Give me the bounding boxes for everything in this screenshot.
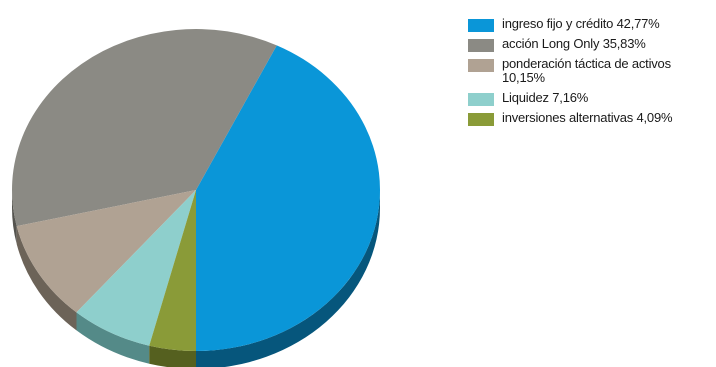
legend-value-fixed-income: 42,77% [616, 16, 660, 31]
legend-label-tactical: ponderación táctica de activos 10,15% [502, 57, 714, 85]
pie-side-tactical [16, 226, 77, 331]
legend-item-liquidity: Liquidez 7,16% [468, 91, 714, 106]
legend-item-fixed-income: ingreso fijo y crédito 42,77% [468, 17, 714, 32]
legend-item-tactical: ponderación táctica de activos 10,15% [468, 57, 714, 85]
legend-value-liquidity: 7,16% [552, 90, 589, 105]
legend-swatch-alternatives [468, 113, 494, 126]
legend-name-alternatives: inversiones alternativas [502, 110, 634, 125]
legend-name-long-only: acción Long Only [502, 36, 600, 51]
pie-slice-long-only [12, 29, 277, 227]
legend: ingreso fijo y crédito 42,77% acción Lon… [468, 17, 714, 131]
legend-name-tactical: ponderación táctica de activos [502, 56, 671, 71]
legend-swatch-liquidity [468, 93, 494, 106]
legend-label-long-only: acción Long Only 35,83% [502, 37, 714, 51]
legend-swatch-long-only [468, 39, 494, 52]
legend-value-long-only: 35,83% [602, 36, 646, 51]
pie-side-liquidity [76, 312, 150, 364]
legend-name-liquidity: Liquidez [502, 90, 549, 105]
legend-item-long-only: acción Long Only 35,83% [468, 37, 714, 52]
legend-item-alternatives: inversiones alternativas 4,09% [468, 111, 714, 126]
legend-swatch-fixed-income [468, 19, 494, 32]
legend-label-alternatives: inversiones alternativas 4,09% [502, 111, 714, 125]
pie-plot-area [12, 29, 381, 367]
pie-side-fixed-income [196, 190, 380, 367]
pie-side-long-only [12, 190, 17, 245]
legend-label-liquidity: Liquidez 7,16% [502, 91, 714, 105]
pie-slices [12, 29, 381, 351]
pie-slice-tactical [16, 190, 196, 313]
pie-slice-liquidity [76, 190, 196, 346]
pie-sides [12, 190, 380, 367]
pie-slice-fixed-income [196, 45, 381, 351]
legend-name-fixed-income: ingreso fijo y crédito [502, 16, 614, 31]
legend-label-fixed-income: ingreso fijo y crédito 42,77% [502, 17, 714, 31]
legend-value-tactical: 10,15% [502, 70, 545, 85]
legend-swatch-tactical [468, 59, 494, 72]
pie-slice-alternatives [149, 190, 196, 351]
pie-side-alternatives [149, 345, 196, 367]
legend-value-alternatives: 4,09% [636, 110, 673, 125]
